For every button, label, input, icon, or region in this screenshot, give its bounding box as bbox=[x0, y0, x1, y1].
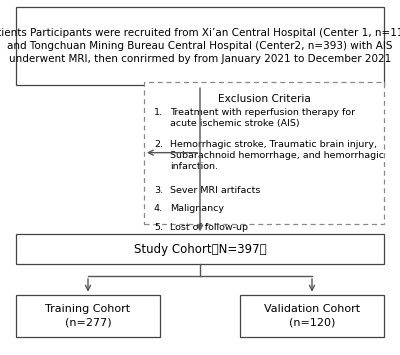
FancyBboxPatch shape bbox=[16, 234, 384, 264]
Text: 4.: 4. bbox=[154, 204, 163, 213]
Text: Study Cohort（N=397）: Study Cohort（N=397） bbox=[134, 243, 266, 256]
FancyBboxPatch shape bbox=[16, 7, 384, 85]
Text: 5.: 5. bbox=[154, 223, 163, 231]
Text: Hemorrhagic stroke, Traumatic brain injury,
Subarachnoid hemorrhage, and hemorrh: Hemorrhagic stroke, Traumatic brain inju… bbox=[170, 140, 384, 171]
Text: Lost of follow-up: Lost of follow-up bbox=[170, 223, 248, 231]
Text: Patients Participants were recruited from Xi’an Central Hospital (Center 1, n=11: Patients Participants were recruited fro… bbox=[0, 28, 400, 64]
Text: Validation Cohort
(n=120): Validation Cohort (n=120) bbox=[264, 304, 360, 328]
FancyBboxPatch shape bbox=[144, 82, 384, 224]
FancyBboxPatch shape bbox=[240, 295, 384, 337]
Text: Treatment with reperfusion therapy for
acute ischemic stroke (AIS): Treatment with reperfusion therapy for a… bbox=[170, 108, 355, 129]
Text: Exclusion Criteria: Exclusion Criteria bbox=[218, 94, 310, 104]
FancyBboxPatch shape bbox=[16, 295, 160, 337]
Text: 2.: 2. bbox=[154, 140, 163, 149]
Text: Sever MRI artifacts: Sever MRI artifacts bbox=[170, 186, 260, 195]
Text: Training Cohort
(n=277): Training Cohort (n=277) bbox=[46, 304, 130, 328]
Text: 3.: 3. bbox=[154, 186, 163, 195]
Text: Malignancy: Malignancy bbox=[170, 204, 224, 213]
Text: 1.: 1. bbox=[154, 108, 163, 117]
